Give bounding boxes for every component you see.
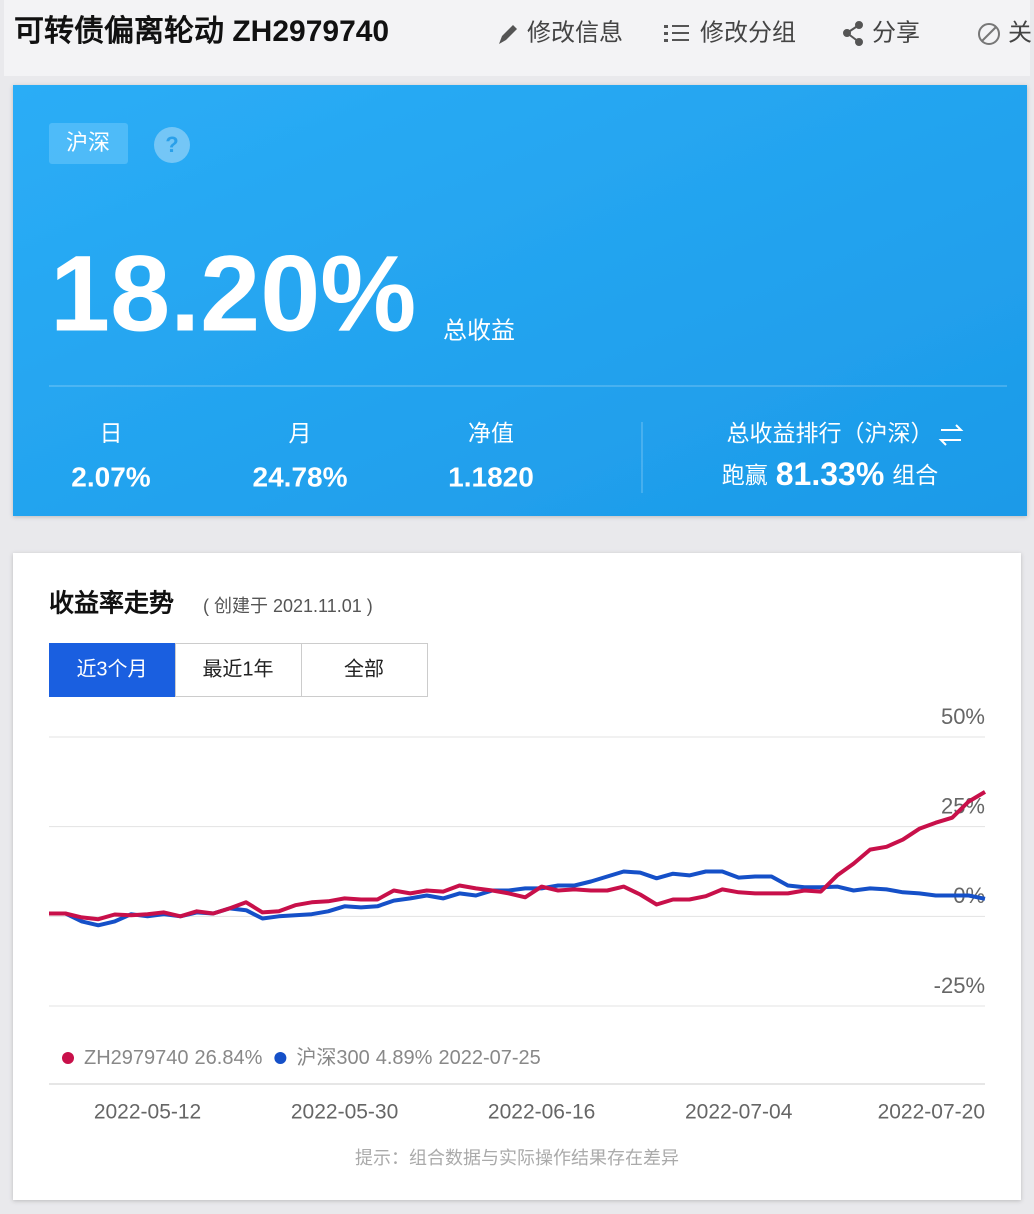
action-label[interactable]: 修改分组	[700, 19, 796, 46]
x-tick-label: 2022-05-30	[291, 1101, 398, 1124]
y-tick-label: 50%	[941, 704, 985, 729]
stat-value: 24.78%	[253, 461, 348, 492]
rank-line: 跑赢 81.33% 组合	[722, 456, 939, 492]
legend-entry: 沪深300 4.89% 2022-07-25	[296, 1046, 540, 1069]
page-title: 可转债偏离轮动 ZH2979740	[14, 15, 389, 48]
total-return-label: 总收益	[443, 317, 515, 344]
stat-value: 1.1820	[448, 461, 534, 492]
x-tick-label: 2022-07-20	[878, 1101, 985, 1124]
legend-dot	[274, 1052, 287, 1064]
action-close[interactable]: 关	[978, 19, 1032, 46]
x-tick-label: 2022-07-04	[685, 1101, 793, 1124]
legend-name: ZH2979740	[84, 1047, 189, 1069]
legend-date: 2022-07-25	[438, 1047, 540, 1069]
action-share[interactable]: 分享	[843, 19, 920, 46]
chart-subtitle: ( 创建于 2021.11.01 )	[203, 596, 373, 616]
help-icon[interactable]	[154, 127, 190, 163]
switch-icon[interactable]	[938, 424, 964, 446]
market-tag: 沪深	[66, 130, 110, 155]
action-edit-info[interactable]: 修改信息	[499, 19, 623, 46]
rank-label: 总收益排行（沪深）	[727, 420, 934, 446]
rank-prefix: 跑赢	[722, 462, 768, 488]
series-line	[49, 790, 987, 922]
tab-label[interactable]: 全部	[344, 657, 384, 680]
action-label[interactable]: 关	[1008, 19, 1032, 46]
tab-label[interactable]: 最近1年	[202, 657, 273, 680]
action-edit-group[interactable]: 修改分组	[664, 19, 796, 46]
tab[interactable]	[175, 643, 302, 697]
tab-label[interactable]: 近3个月	[76, 657, 147, 680]
total-return: 18.20%	[50, 233, 416, 354]
x-tick-label: 2022-06-16	[488, 1101, 595, 1124]
stat-value: 2.07%	[71, 461, 150, 492]
stat-label: 月	[289, 420, 312, 446]
action-label[interactable]: 分享	[872, 19, 920, 46]
stat-label: 净值	[468, 420, 514, 446]
stat-label: 日	[100, 420, 123, 446]
tab[interactable]	[301, 643, 428, 697]
chart-title: 收益率走势	[49, 589, 174, 618]
rank-suffix: 组合	[892, 462, 938, 488]
tab[interactable]	[49, 643, 176, 697]
legend-entry: ZH2979740 26.84%	[84, 1047, 263, 1069]
legend-dot	[62, 1052, 74, 1064]
action-label[interactable]: 修改信息	[527, 19, 623, 46]
y-tick-label: -25%	[934, 973, 985, 998]
legend-value: 4.89%	[376, 1047, 433, 1069]
x-tick-label: 2022-05-12	[94, 1101, 201, 1124]
market-tag-bg	[49, 123, 128, 164]
note: 提示：组合数据与实际操作结果存在差异	[355, 1148, 679, 1168]
help-mark[interactable]: ?	[165, 132, 178, 157]
legend-value: 26.84%	[195, 1047, 263, 1069]
rank-value: 81.33%	[776, 456, 885, 492]
legend-name: 沪深300	[296, 1046, 369, 1069]
